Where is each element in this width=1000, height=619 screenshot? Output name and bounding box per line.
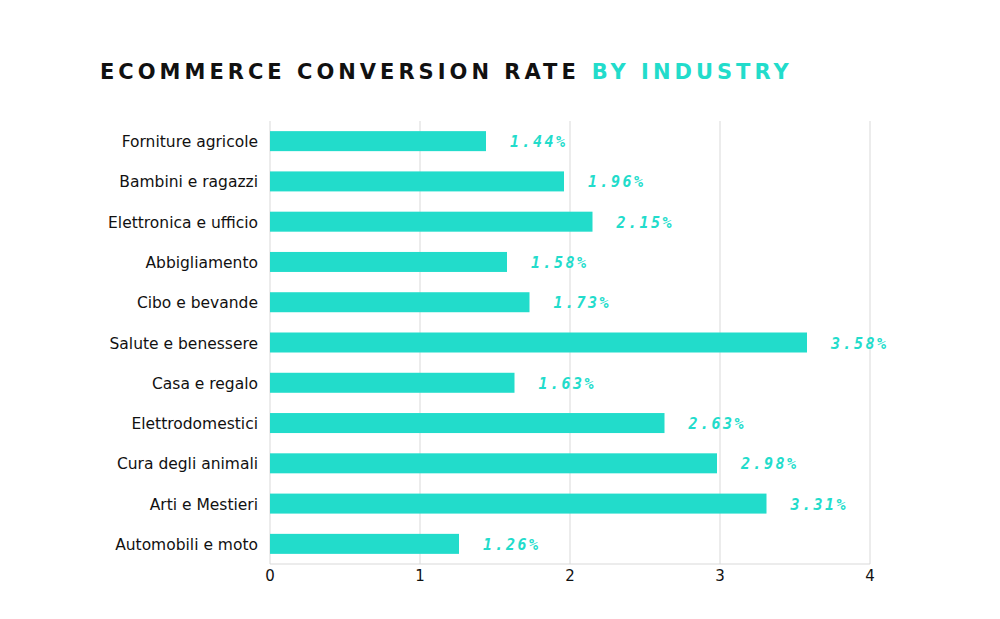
category-label: Abbigliamento (145, 254, 258, 272)
bar (270, 453, 717, 473)
data-label: 1.63% (539, 375, 597, 393)
x-tick-label: 0 (265, 567, 275, 585)
title: ECOMMERCE CONVERSION RATE (100, 60, 580, 84)
category-label: Forniture agricole (122, 133, 258, 151)
category-label: Salute e benessere (110, 335, 258, 353)
x-tick-label: 4 (865, 567, 875, 585)
bar (270, 534, 459, 554)
category-label: Elettrodomestici (131, 415, 258, 433)
bar (270, 212, 593, 232)
bars (270, 131, 807, 554)
bar (270, 333, 807, 353)
bar (270, 252, 507, 272)
bar (270, 413, 665, 433)
bar (270, 171, 564, 191)
data-label: 2.15% (616, 214, 675, 232)
category-label: Cura degli animali (117, 455, 258, 473)
category-label: Elettronica e ufficio (108, 214, 258, 232)
data-label: 2.98% (740, 455, 799, 473)
bar (270, 131, 486, 151)
bar (270, 292, 530, 312)
data-label: 1.26% (483, 536, 541, 554)
x-tick-label: 3 (715, 567, 725, 585)
category-label: Bambini e ragazzi (119, 173, 258, 191)
title-line: ECOMMERCE CONVERSION RATE BY INDUSTRY (100, 60, 793, 84)
data-label: 2.63% (688, 415, 747, 433)
subtitle: BY INDUSTRY (592, 60, 793, 84)
category-label: Cibo e bevande (137, 294, 258, 312)
x-axis-line (270, 564, 870, 565)
category-label: Automobili e moto (115, 536, 258, 554)
category-label: Casa e regalo (152, 375, 258, 393)
grid (270, 121, 870, 564)
chart-container: ECOMMERCE CONVERSION RATE BY INDUSTRY 0 1 2 3… (0, 0, 1000, 619)
x-tick-label: 2 (565, 567, 575, 585)
data-label: 1.44% (510, 133, 568, 151)
data-label: 1.58% (531, 254, 589, 272)
chart-svg: ECOMMERCE CONVERSION RATE BY INDUSTRY 0 1 2 3… (0, 0, 1000, 619)
data-label: 3.58% (830, 335, 889, 353)
category-label: Arti e Mestieri (150, 496, 258, 514)
bar (270, 494, 767, 514)
x-tick-label: 1 (415, 567, 425, 585)
data-label: 3.31% (790, 496, 849, 514)
data-label: 1.96% (588, 173, 646, 191)
data-label: 1.73% (554, 294, 612, 312)
bar (270, 373, 515, 393)
